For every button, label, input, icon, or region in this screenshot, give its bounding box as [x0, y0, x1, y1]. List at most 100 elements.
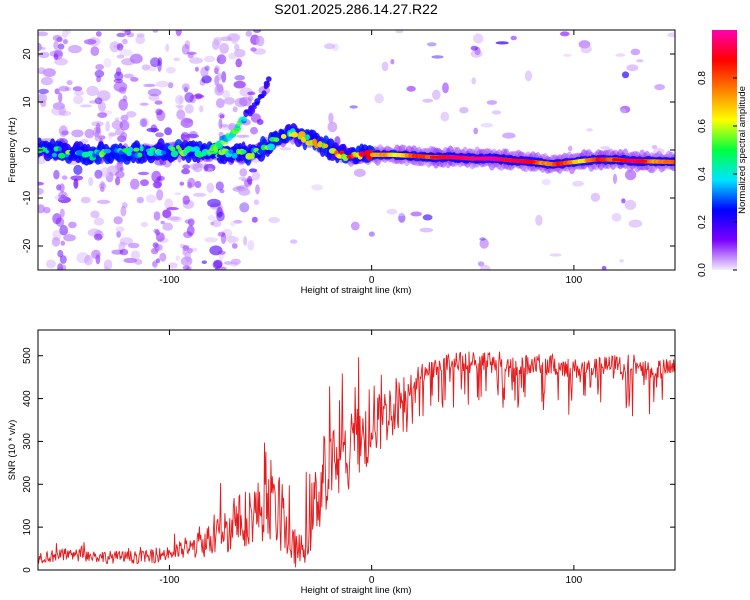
- noise-blob: [247, 175, 253, 185]
- noise-streak: [59, 208, 65, 218]
- snr-y-tick-label: 400: [22, 390, 33, 407]
- noise-streak: [116, 159, 123, 172]
- ridge-core: [358, 151, 366, 158]
- noise-streak: [120, 114, 129, 122]
- ridge-core: [273, 137, 280, 142]
- spectrogram-y-axis-label: Frequency (Hz): [7, 117, 18, 182]
- noise-blob: [38, 70, 50, 75]
- noise-blob: [231, 243, 238, 249]
- noise-blob: [197, 162, 204, 168]
- noise-blob: [234, 75, 245, 81]
- noise-blob: [137, 171, 150, 176]
- noise-streak: [97, 112, 108, 118]
- noise-blob: [184, 104, 194, 114]
- noise-blob: [620, 108, 627, 114]
- noise-blob: [349, 105, 358, 109]
- noise-blob: [211, 219, 222, 228]
- ridge-core: [291, 131, 299, 138]
- noise-blob: [419, 227, 434, 233]
- noise-blob: [247, 240, 255, 251]
- noise-blob: [141, 64, 150, 71]
- noise-streak: [216, 54, 227, 65]
- noise-blob: [139, 118, 147, 127]
- noise-streak: [151, 247, 159, 255]
- noise-blob: [479, 237, 486, 241]
- noise-streak: [57, 43, 65, 50]
- noise-blob: [125, 111, 137, 118]
- snr-panel: -100 0 100 0 100 200 300 400 500 Height of strai…: [7, 329, 676, 596]
- noise-blob: [166, 207, 179, 211]
- noise-blob: [38, 42, 42, 52]
- noise-blob: [381, 61, 389, 72]
- ridge-branch: [264, 80, 270, 89]
- ridge-core: [298, 131, 306, 139]
- spectrogram-x-axis-label: Height of straight line (km): [301, 285, 412, 296]
- snr-y-tick-label: 300: [22, 433, 33, 450]
- noise-blob: [328, 112, 334, 124]
- noise-blob: [563, 53, 572, 58]
- noise-blob: [130, 250, 141, 261]
- noise-streak: [52, 213, 62, 225]
- noise-blob: [250, 47, 257, 52]
- noise-blob: [431, 55, 444, 59]
- noise-blob: [38, 51, 50, 59]
- snr-x-tick-label: 0: [369, 575, 375, 586]
- noise-blob: [255, 184, 260, 195]
- noise-blob: [223, 97, 235, 105]
- noise-blob: [199, 105, 204, 113]
- noise-blob: [140, 179, 149, 187]
- noise-blob: [193, 192, 207, 197]
- noise-streak: [184, 92, 194, 103]
- noise-blob: [175, 94, 184, 105]
- noise-blob: [207, 215, 216, 221]
- noise-blob: [74, 90, 85, 96]
- noise-blob: [162, 222, 173, 231]
- noise-blob: [86, 85, 99, 97]
- noise-streak: [58, 191, 68, 199]
- noise-streak: [155, 258, 161, 264]
- noise-streak: [113, 216, 123, 225]
- noise-blob: [206, 182, 215, 193]
- noise-blob: [143, 83, 156, 88]
- noise-blob: [474, 46, 481, 56]
- colorbar-tick-label: 0.2: [697, 215, 708, 229]
- ridge-core: [126, 151, 132, 157]
- ridge-core: [301, 136, 307, 143]
- noise-streak: [151, 261, 158, 268]
- noise-blob: [63, 234, 76, 242]
- noise-blob: [410, 211, 423, 217]
- noise-blob: [479, 238, 489, 249]
- ridge-core: [147, 150, 155, 156]
- noise-blob: [636, 59, 644, 63]
- noise-blob: [228, 235, 237, 245]
- noise-blob: [235, 58, 242, 68]
- noise-blob: [568, 145, 573, 152]
- noise-blob: [68, 221, 77, 229]
- noise-blob: [230, 261, 239, 267]
- ridge-core: [51, 152, 58, 158]
- noise-streak: [59, 183, 65, 193]
- noise-streak: [95, 64, 104, 71]
- noise-streak: [219, 114, 225, 119]
- noise-blob: [224, 261, 233, 265]
- noise-blob: [188, 131, 198, 139]
- noise-blob: [136, 196, 144, 204]
- noise-blob: [252, 30, 262, 33]
- noise-blob: [247, 91, 256, 96]
- noise-blob: [624, 199, 637, 210]
- noise-streak: [183, 136, 191, 142]
- noise-blob: [61, 175, 68, 180]
- ridge-core: [250, 152, 255, 160]
- noise-blob: [64, 87, 72, 92]
- noise-blob: [175, 255, 180, 261]
- noise-blob: [109, 41, 120, 53]
- noise-blob: [207, 198, 221, 208]
- noise-blob: [124, 30, 131, 36]
- noise-streak: [54, 88, 60, 95]
- snr-plot-area: [38, 330, 675, 570]
- noise-blob: [148, 93, 160, 101]
- spectrogram-x-tick-label: 100: [566, 275, 583, 286]
- noise-streak: [217, 250, 226, 255]
- noise-blob: [147, 88, 162, 97]
